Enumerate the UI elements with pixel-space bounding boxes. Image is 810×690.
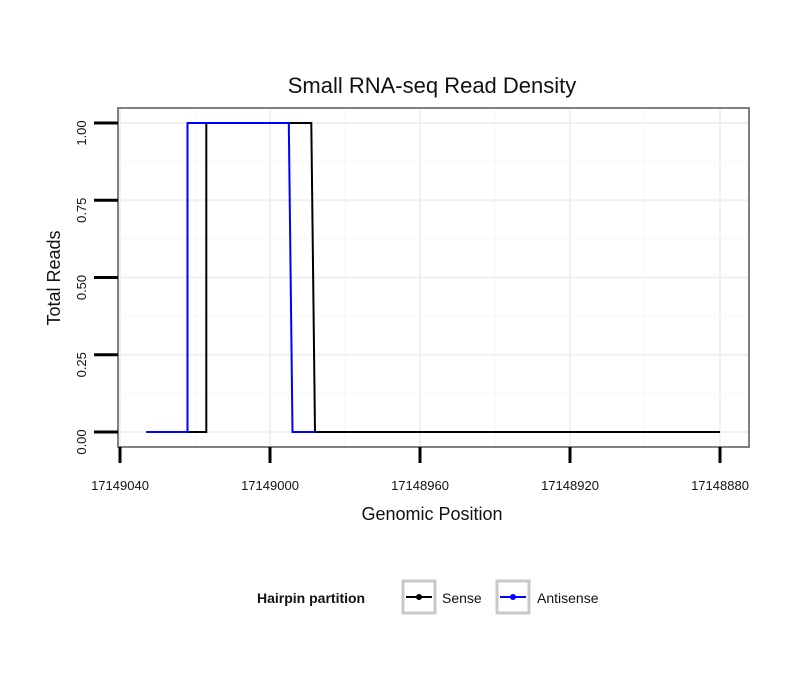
x-tick-label: 17149000 [241,478,299,493]
series-layer [146,122,720,433]
x-axis-title: Genomic Position [361,504,502,524]
legend-label-sense: Sense [442,590,482,606]
x-tick-label: 17148960 [391,478,449,493]
legend-item-antisense: Antisense [495,579,599,615]
y-tick-label: 0.25 [74,352,89,377]
legend: Hairpin partition Sense Antisense [257,579,599,615]
y-tick-label: 1.00 [74,120,89,145]
y-tick-label: 0.00 [74,429,89,454]
legend-dot-sense [416,594,422,600]
y-tick-label: 0.50 [74,275,89,300]
legend-item-sense: Sense [401,579,482,615]
series-line-antisense [146,122,315,433]
y-axis: 0.00 0.25 0.50 0.75 1.00 [74,120,118,455]
legend-label-antisense: Antisense [537,590,599,606]
y-tick-label: 0.75 [74,198,89,223]
x-tick-label: 17148920 [541,478,599,493]
y-axis-title: Total Reads [44,230,64,325]
x-tick-label: 17149040 [91,478,149,493]
x-tick-label: 17148880 [691,478,749,493]
chart-title: Small RNA-seq Read Density [288,73,577,98]
x-axis: 17149040 17149000 17148960 17148920 17148880 [91,447,749,493]
legend-title: Hairpin partition [257,590,365,606]
legend-dot-antisense [510,594,516,600]
